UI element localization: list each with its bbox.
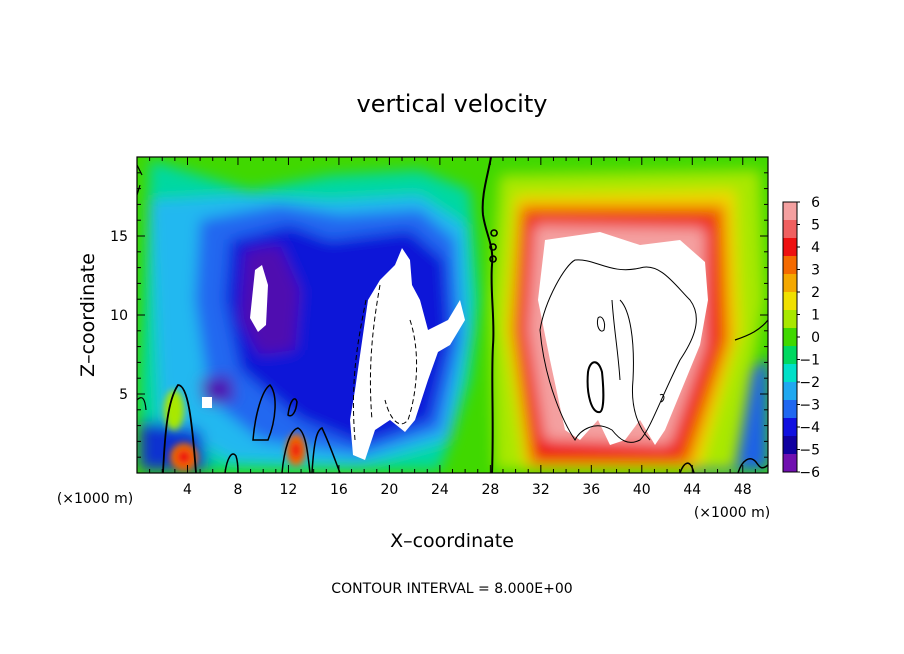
y-axis-label: Z–coordinate xyxy=(77,253,99,377)
x-tick-label: 16 xyxy=(330,482,348,498)
colorbar-swatch xyxy=(783,346,797,365)
x-tick-label: 24 xyxy=(431,482,449,498)
x-tick-label: 12 xyxy=(280,482,298,498)
colorbar-label: −2 xyxy=(799,375,820,391)
colorbar-swatch xyxy=(783,364,797,383)
colorbar-label: 6 xyxy=(811,195,820,211)
x-tick-label: 44 xyxy=(683,482,701,498)
x-tick-label: 4 xyxy=(183,482,192,498)
x-unit-right: (×1000 m) xyxy=(694,505,770,521)
colorbar-label: 1 xyxy=(811,308,820,324)
colorbar-label: 0 xyxy=(811,330,820,346)
colorbar: 6 5 4 3 2 1 0 −1 −2 −3 −4 −5 −6 xyxy=(782,195,820,481)
contour-lines xyxy=(137,157,768,473)
colorbar-label: −6 xyxy=(799,465,820,481)
colorbar-label: −4 xyxy=(799,420,820,436)
colorbar-swatch xyxy=(783,202,797,221)
colorbar-swatch xyxy=(783,436,797,455)
colorbar-swatch xyxy=(783,400,797,419)
x-tick-label: 28 xyxy=(481,482,499,498)
chart-title: vertical velocity xyxy=(357,90,548,118)
x-tick-label: 20 xyxy=(380,482,398,498)
x-tick-label: 36 xyxy=(582,482,600,498)
colorbar-swatch xyxy=(783,382,797,401)
colorbar-swatch xyxy=(783,238,797,257)
colorbar-swatch xyxy=(783,328,797,347)
y-tick-label: 10 xyxy=(110,308,128,324)
colorbar-swatch xyxy=(783,274,797,293)
contour-interval-note: CONTOUR INTERVAL = 8.000E+00 xyxy=(331,581,572,597)
colorbar-swatch xyxy=(783,256,797,275)
colorbar-label: 3 xyxy=(811,263,820,279)
x-unit-left: (×1000 m) xyxy=(57,491,133,507)
y-tick-label: 15 xyxy=(110,229,128,245)
colorbar-swatch xyxy=(783,418,797,437)
colorbar-label: −3 xyxy=(799,398,820,414)
colorbar-swatch xyxy=(783,220,797,239)
colorbar-swatch xyxy=(783,454,797,473)
colorbar-label: 5 xyxy=(811,218,820,234)
x-tick-label: 48 xyxy=(734,482,752,498)
x-axis-label: X–coordinate xyxy=(390,530,514,552)
colorbar-swatch xyxy=(783,292,797,311)
colorbar-label: −5 xyxy=(799,443,820,459)
colorbar-label: 2 xyxy=(811,285,820,301)
colorbar-label: −1 xyxy=(799,353,820,369)
y-tick-label: 5 xyxy=(119,387,128,403)
x-tick-label: 8 xyxy=(233,482,242,498)
y-axis: 5 10 15 xyxy=(110,172,768,458)
x-tick-label: 32 xyxy=(532,482,550,498)
colorbar-label: 4 xyxy=(811,240,820,256)
x-axis: 4 8 12 16 20 24 28 32 36 40 44 48 xyxy=(149,157,756,498)
colorbar-swatch xyxy=(783,310,797,329)
heatmap-field xyxy=(137,157,768,473)
x-tick-label: 40 xyxy=(633,482,651,498)
